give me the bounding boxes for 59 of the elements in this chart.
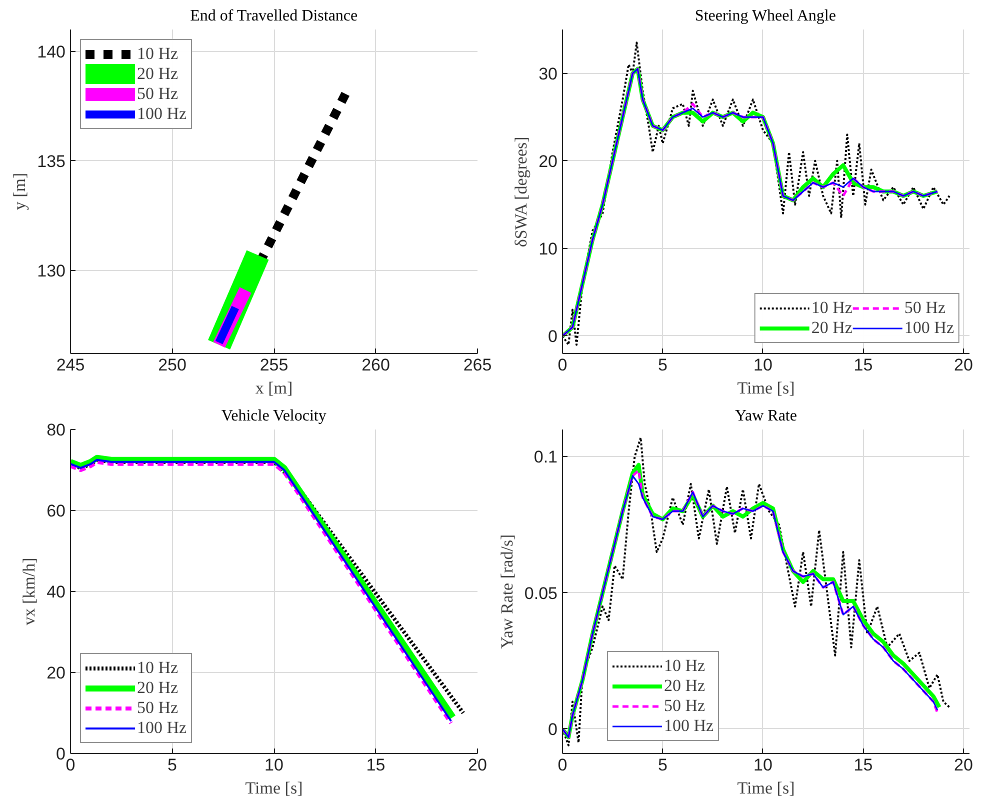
legend-label: 20 Hz [664, 676, 706, 696]
x-tick-label: 245 [56, 356, 85, 374]
x-axis-title: Time [s] [245, 778, 303, 798]
legend-label: 100 Hz [137, 104, 187, 124]
x-tick-label: 5 [168, 756, 177, 774]
legend-label: 10 Hz [137, 658, 178, 678]
y-tick-label: 20 [538, 152, 558, 171]
chart-title: Vehicle Velocity [221, 408, 326, 424]
x-tick-label: 250 [158, 356, 186, 374]
y-tick-label: 135 [37, 152, 66, 171]
legend-label: 10 Hz [664, 656, 706, 676]
x-tick-label: 20 [954, 756, 973, 774]
chart-title: Steering Wheel Angle [694, 8, 836, 24]
legend-label: 50 Hz [904, 298, 946, 318]
x-tick-label: 15 [854, 356, 873, 374]
y-tick-label: 0 [548, 326, 558, 346]
legend-label: 10 Hz [137, 44, 178, 64]
legend-label: 20 Hz [137, 678, 178, 698]
x-tick-label: 255 [260, 356, 288, 374]
y-tick-label: 20 [46, 664, 66, 682]
legend-label: 50 Hz [664, 696, 706, 716]
y-tick-label: 60 [46, 502, 66, 520]
x-tick-label: 265 [463, 356, 492, 374]
y-tick-label: 10 [538, 239, 558, 258]
y-tick-label: 0.1 [534, 448, 558, 467]
x-tick-label: 15 [854, 756, 873, 774]
y-axis-title: δSWA [degrees] [512, 136, 531, 248]
y-tick-label: 140 [37, 42, 66, 62]
x-axis-title: Time [s] [737, 378, 795, 398]
y-tick-label: 130 [37, 261, 66, 280]
x-tick-label: 10 [754, 356, 772, 374]
x-tick-label: 10 [754, 756, 772, 774]
chart-title: End of Travelled Distance [190, 8, 358, 24]
legend-label: 10 Hz [811, 298, 852, 318]
x-tick-label: 15 [366, 756, 386, 774]
legend-label: 50 Hz [137, 698, 178, 718]
legend-label: 20 Hz [811, 318, 852, 338]
y-tick-label: 40 [46, 582, 66, 602]
y-tick-label: 0 [548, 720, 558, 739]
y-axis-title: Yaw Rate [rad/s] [497, 534, 516, 649]
y-axis-title: vx [km/h] [20, 558, 39, 626]
x-tick-label: 20 [468, 756, 487, 774]
x-tick-label: 5 [658, 356, 668, 374]
legend-label: 20 Hz [137, 64, 178, 84]
legend-label: 100 Hz [664, 716, 714, 736]
y-axis-title: y [m] [10, 172, 30, 210]
legend-label: 50 Hz [137, 84, 178, 104]
chart-title: Yaw Rate [735, 408, 797, 424]
y-tick-label: 30 [538, 64, 558, 84]
legend-label: 100 Hz [904, 318, 954, 338]
x-tick-label: 260 [362, 356, 390, 374]
x-tick-label: 20 [954, 356, 973, 374]
y-tick-label: 80 [46, 420, 66, 440]
x-axis-title: Time [s] [737, 778, 795, 798]
y-tick-label: 0.05 [524, 584, 558, 603]
x-tick-label: 10 [264, 756, 284, 774]
x-tick-label: 5 [658, 756, 668, 774]
x-axis-title: x [m] [255, 378, 293, 398]
legend-label: 100 Hz [137, 718, 187, 738]
